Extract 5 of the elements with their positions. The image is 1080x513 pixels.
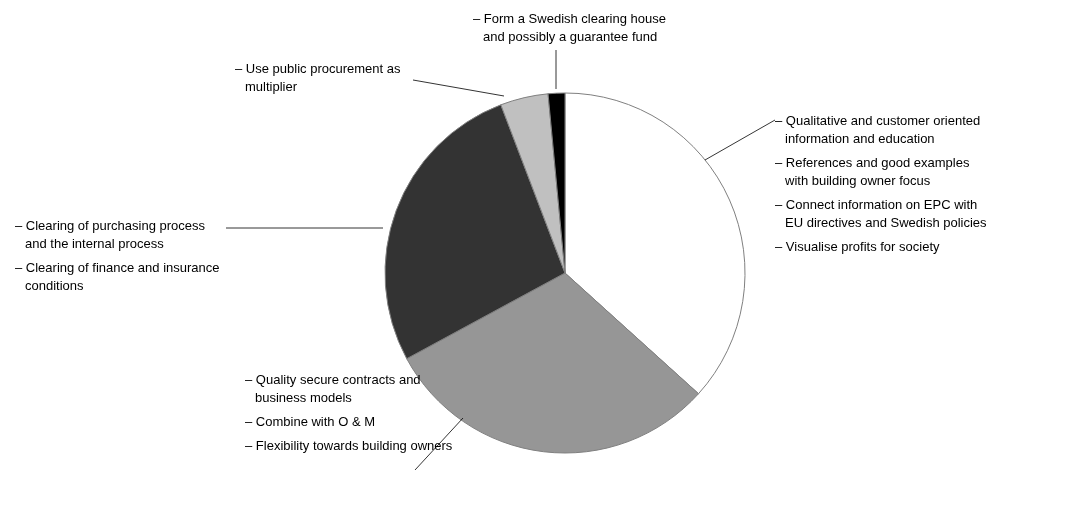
slice-label: – Clearing of purchasing process and the internal process – Clearing of finance and insurance conditions xyxy=(15,217,221,295)
slice-label: – Use public procurement as multiplier xyxy=(235,60,402,96)
slice-label: – Quality secure contracts and business models – Combine with O & M – Flexibility towards building owners xyxy=(245,371,454,455)
slice-label: – Qualitative and customer oriented information and education – References and good examples with building owner focus – Connect information on EPC with EU directives and Swedish policies – Visualise profits for society xyxy=(775,112,988,256)
slice-label: – Form a Swedish clearing house and possibly a guarantee fund xyxy=(473,10,667,46)
